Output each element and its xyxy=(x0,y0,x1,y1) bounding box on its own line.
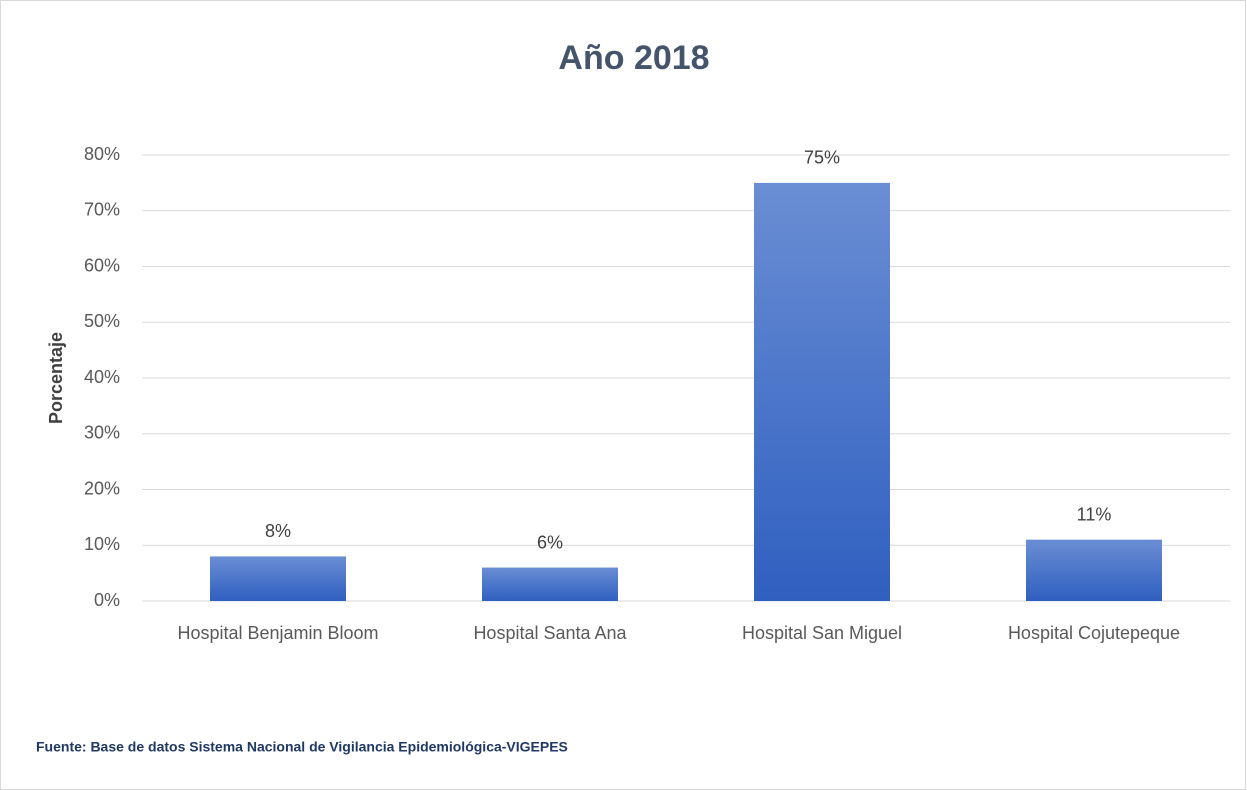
y-tick-label: 0% xyxy=(94,590,120,610)
y-tick-label: 70% xyxy=(84,200,120,220)
y-tick-label: 20% xyxy=(84,478,120,498)
y-tick-label: 10% xyxy=(84,534,120,554)
x-tick-label: Hospital Santa Ana xyxy=(473,623,627,643)
bar xyxy=(482,567,618,601)
x-tick-label: Hospital Cojutepeque xyxy=(1008,623,1180,643)
data-label: 11% xyxy=(1077,504,1112,524)
x-tick-label: Hospital Benjamin Bloom xyxy=(177,623,378,643)
bar xyxy=(1026,539,1162,601)
bar xyxy=(754,182,890,601)
bar xyxy=(210,556,346,601)
data-label: 75% xyxy=(804,148,840,168)
y-tick-label: 40% xyxy=(84,367,120,387)
chart-title: Año 2018 xyxy=(558,39,709,77)
y-tick-label: 50% xyxy=(84,311,120,331)
y-tick-label: 30% xyxy=(84,423,120,443)
data-label: 8% xyxy=(265,521,291,541)
source-note: Fuente: Base de datos Sistema Nacional d… xyxy=(36,739,568,755)
y-tick-label: 60% xyxy=(84,255,120,275)
y-axis-title: Porcentaje xyxy=(46,332,66,424)
data-label: 6% xyxy=(537,532,563,552)
y-tick-label: 80% xyxy=(84,144,120,164)
x-tick-label: Hospital San Miguel xyxy=(742,623,902,643)
